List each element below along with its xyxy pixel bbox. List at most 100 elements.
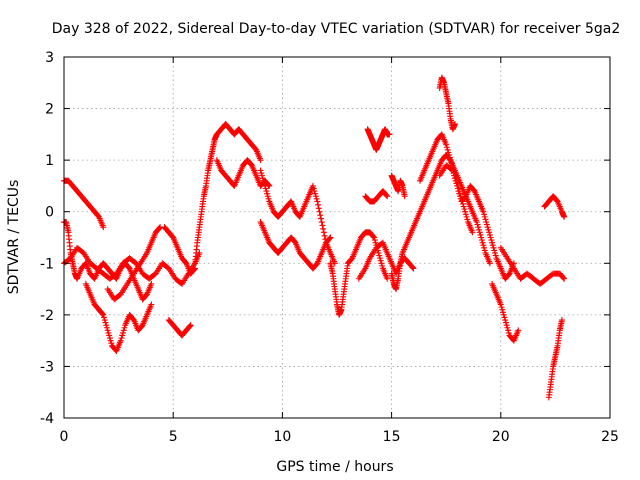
data-point <box>315 205 322 212</box>
data-point <box>478 234 485 241</box>
data-point <box>477 231 484 238</box>
data-point <box>148 280 155 287</box>
series-arc-23 <box>541 193 568 220</box>
data-point <box>401 193 408 200</box>
data-point <box>265 195 272 202</box>
data-point <box>481 213 488 220</box>
data-point <box>463 213 470 220</box>
data-point <box>108 340 115 347</box>
data-point <box>478 237 485 244</box>
data-point <box>259 175 266 182</box>
data-point <box>483 219 490 226</box>
data-point <box>460 203 467 210</box>
x-tick-label: 20 <box>492 429 510 445</box>
data-point <box>515 327 522 334</box>
data-point <box>309 182 316 189</box>
data-point <box>501 314 508 321</box>
series-arc-08 <box>192 121 264 267</box>
data-point <box>377 257 384 264</box>
data-point <box>480 208 487 215</box>
data-point <box>376 255 383 262</box>
series-arc-19 <box>436 74 458 133</box>
series-arc-11 <box>257 219 334 272</box>
data-point <box>262 185 269 192</box>
data-point <box>502 319 509 326</box>
series-arc-14 <box>364 126 393 153</box>
series-arc-22 <box>497 244 568 287</box>
data-point <box>485 226 492 233</box>
data-point <box>456 190 463 197</box>
data-point <box>148 301 155 308</box>
series-arc-04 <box>82 280 155 354</box>
data-point <box>491 249 498 256</box>
data-point <box>454 182 461 189</box>
data-point <box>486 229 493 236</box>
series-arc-06 <box>161 224 199 277</box>
data-point <box>261 182 268 189</box>
data-point <box>105 329 112 336</box>
data-point <box>484 224 491 231</box>
data-point <box>499 306 506 313</box>
data-point <box>498 304 505 311</box>
data-point <box>479 239 486 246</box>
data-point <box>469 229 476 236</box>
data-point <box>443 141 450 148</box>
data-point <box>264 190 271 197</box>
data-point <box>100 224 107 231</box>
series-arc-09 <box>213 157 273 189</box>
data-point <box>505 327 512 334</box>
data-point <box>481 211 488 218</box>
data-point <box>102 319 109 326</box>
data-point <box>491 247 498 254</box>
y-tick-label: 0 <box>45 205 54 221</box>
data-point <box>481 244 488 251</box>
data-point <box>107 337 114 344</box>
data-point <box>372 239 379 246</box>
data-point <box>443 144 450 151</box>
data-point <box>386 131 393 138</box>
x-tick-label: 10 <box>273 429 291 445</box>
axis-ticks: 0 5 10 15 20 25 -4 -3 -2 -1 0 1 2 3 <box>40 50 619 445</box>
y-axis-label: SDTVAR / TECUs <box>6 180 22 295</box>
y-tick-label: 2 <box>45 102 54 118</box>
data-point <box>454 185 461 192</box>
data-point <box>464 216 471 223</box>
data-point <box>462 211 469 218</box>
data-point <box>187 322 194 329</box>
data-point <box>446 154 453 161</box>
data-point <box>186 323 193 330</box>
data-point <box>462 208 469 215</box>
data-point <box>326 235 333 242</box>
data-point <box>321 232 328 239</box>
y-tick-label: -2 <box>40 308 54 324</box>
data-point <box>457 193 464 200</box>
data-point <box>475 226 482 233</box>
data-point <box>482 216 489 223</box>
data-point <box>311 188 318 195</box>
data-point <box>99 310 106 317</box>
data-point <box>451 175 458 182</box>
data-point <box>453 180 460 187</box>
data-point <box>447 157 454 164</box>
data-point <box>320 225 327 232</box>
data-point <box>452 177 459 184</box>
data-point <box>487 234 494 241</box>
data-point <box>257 157 264 164</box>
data-point <box>445 149 452 156</box>
data-point <box>449 167 456 174</box>
data-point <box>259 172 266 179</box>
data-point <box>451 172 458 179</box>
data-point <box>558 317 565 324</box>
data-point <box>261 180 268 187</box>
data-point <box>504 324 511 331</box>
data-point <box>379 262 386 269</box>
data-point <box>371 237 378 244</box>
y-tick-label: -3 <box>40 359 54 375</box>
data-point <box>265 182 272 189</box>
data-point <box>260 177 267 184</box>
data-point <box>378 260 385 267</box>
data-point <box>500 311 507 318</box>
data-point <box>450 170 457 177</box>
series-arc-15 <box>362 188 391 205</box>
data-point <box>560 274 567 281</box>
